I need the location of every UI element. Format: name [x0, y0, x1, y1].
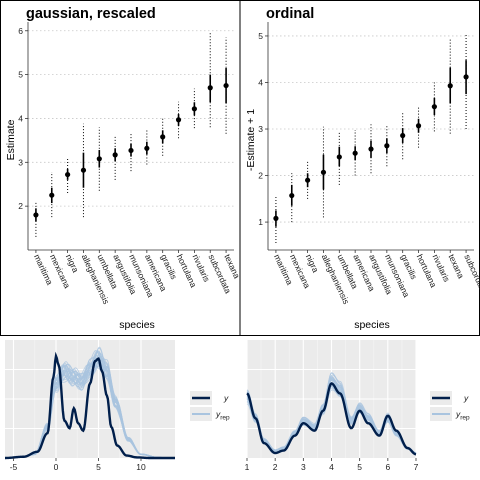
estimate-point — [112, 152, 118, 158]
y-tick-label: 1 — [258, 217, 263, 227]
y-tick-label: 3 — [258, 124, 263, 134]
estimate-point — [289, 192, 295, 199]
legend-label-yrep: yrep — [215, 409, 230, 422]
legend-label-y: y — [463, 393, 469, 403]
estimate-point — [223, 82, 229, 89]
estimate-point — [352, 150, 358, 156]
panel-1-y-title: Estimate — [5, 119, 17, 160]
x-tick-label: 5 — [96, 462, 101, 472]
panel-3-plot: -5 0 5 10 y yrep — [4, 340, 230, 472]
y-tick-label: 5 — [258, 31, 263, 41]
estimate-point — [160, 134, 166, 140]
estimate-point — [191, 106, 197, 112]
y-tick-label: 3 — [18, 157, 23, 167]
y-tick-label: 2 — [18, 201, 23, 211]
estimate-point — [175, 117, 182, 123]
estimate-point — [273, 215, 279, 221]
estimate-point — [415, 123, 422, 129]
estimate-point — [447, 83, 453, 89]
estimate-point — [96, 156, 102, 162]
estimate-point — [368, 146, 374, 152]
y-observed-line — [246, 382, 417, 456]
y-observed-line — [4, 351, 175, 460]
estimate-point — [80, 167, 87, 173]
legend: y yrep — [190, 391, 230, 422]
panel-2-y-title: -Estimate + 1 — [245, 109, 257, 171]
yrep-draw-line — [5, 350, 175, 459]
panel-1-title: gaussian, rescaled — [26, 6, 156, 22]
estimate-point — [431, 104, 437, 110]
x-tick-label: 6 — [385, 462, 390, 472]
x-tick-label: 3 — [301, 462, 306, 472]
estimate-point — [305, 177, 311, 183]
estimate-point — [128, 147, 134, 154]
estimate-point — [33, 212, 39, 218]
estimate-point — [320, 169, 327, 175]
panel-2-title: ordinal — [266, 6, 314, 22]
panel-1-x-title: species — [119, 319, 155, 331]
x-tick-label: 4 — [329, 462, 334, 472]
estimate-point — [400, 132, 406, 139]
estimate-point — [49, 192, 55, 198]
legend-label-y: y — [223, 393, 229, 403]
legend: y yrep — [430, 391, 470, 422]
x-tick-label: 5 — [357, 462, 362, 472]
estimate-point — [144, 145, 150, 151]
estimate-point — [336, 154, 342, 160]
panel-4-plot: 1 2 3 4 5 6 7 y yrep — [245, 340, 470, 472]
y-tick-label: 6 — [18, 26, 23, 36]
estimate-point — [384, 143, 390, 149]
y-tick-label: 5 — [18, 70, 23, 80]
panel-2-x-title: species — [354, 319, 390, 331]
estimate-point — [65, 171, 71, 178]
x-tick-label: -5 — [10, 462, 18, 472]
x-tick-label: 2 — [273, 462, 278, 472]
x-tick-label: 10 — [136, 462, 146, 472]
y-tick-label: 4 — [18, 113, 23, 123]
x-tick-label: 7 — [414, 462, 419, 472]
estimate-point — [463, 74, 469, 80]
yrep-draw-line — [246, 374, 417, 454]
x-tick-label: 1 — [245, 462, 250, 472]
y-tick-label: 2 — [258, 171, 263, 181]
y-tick-label: 4 — [258, 77, 263, 87]
legend-label-yrep: yrep — [455, 409, 470, 422]
estimate-point — [207, 85, 213, 91]
x-tick-label: 0 — [54, 462, 59, 472]
